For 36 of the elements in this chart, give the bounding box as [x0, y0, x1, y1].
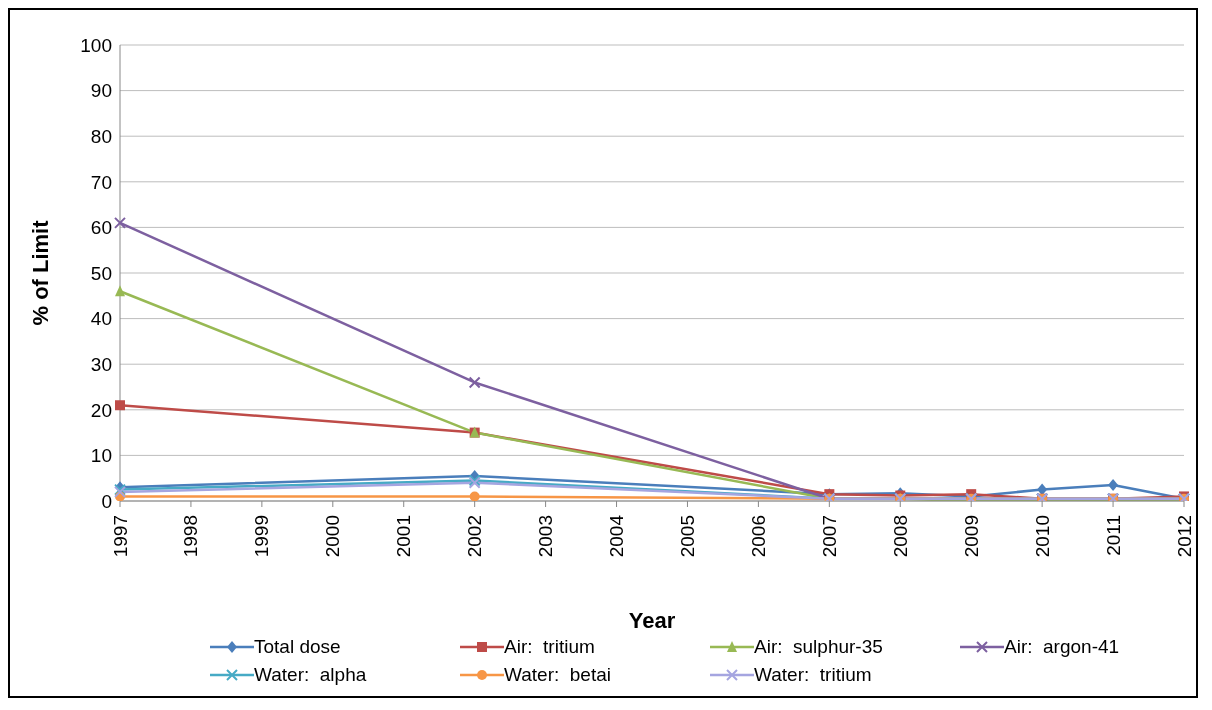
- y-tick-label: 0: [101, 490, 112, 512]
- x-tick-label: 2000: [322, 515, 344, 558]
- x-tick-label: 2012: [1173, 515, 1195, 558]
- legend-label: Air: tritium: [504, 636, 595, 658]
- x-tick-label: 2001: [393, 515, 415, 558]
- y-tick-label: 20: [90, 399, 112, 421]
- legend-label: Water: betai: [504, 664, 612, 686]
- x-tick-label: 1998: [180, 515, 202, 558]
- x-tick-label: 2002: [464, 515, 486, 558]
- y-tick-label: 10: [90, 445, 112, 467]
- legend-label: Air: sulphur-35: [754, 636, 883, 658]
- x-tick-label: 2005: [676, 515, 698, 558]
- x-tick-label: 1999: [251, 515, 273, 558]
- x-tick-label: 2003: [535, 515, 557, 558]
- y-tick-label: 50: [90, 262, 112, 284]
- legend-label: Air: argon-41: [1004, 636, 1120, 658]
- x-axis-title: Year: [628, 608, 676, 633]
- y-axis-title: % of Limit: [27, 219, 53, 326]
- legend-label: Total dose: [254, 636, 341, 658]
- x-tick-label: 2008: [889, 515, 911, 558]
- y-tick-label: 100: [80, 34, 112, 56]
- y-tick-label: 40: [90, 308, 112, 330]
- x-tick-label: 2011: [1102, 515, 1124, 556]
- x-tick-label: 2004: [606, 514, 628, 558]
- y-tick-label: 70: [90, 171, 112, 193]
- x-tick-label: 2007: [818, 515, 840, 558]
- x-tick-label: 2010: [1031, 515, 1053, 558]
- x-tick-label: 1997: [109, 515, 131, 558]
- y-tick-label: 80: [90, 125, 112, 147]
- y-tick-label: 60: [90, 217, 112, 239]
- y-tick-label: 30: [90, 353, 112, 375]
- x-tick-label: 2009: [960, 515, 982, 558]
- legend-label: Water: alpha: [254, 664, 367, 686]
- legend-label: Water: tritium: [754, 664, 872, 686]
- y-tick-label: 90: [90, 80, 112, 102]
- x-tick-label: 2006: [747, 515, 769, 558]
